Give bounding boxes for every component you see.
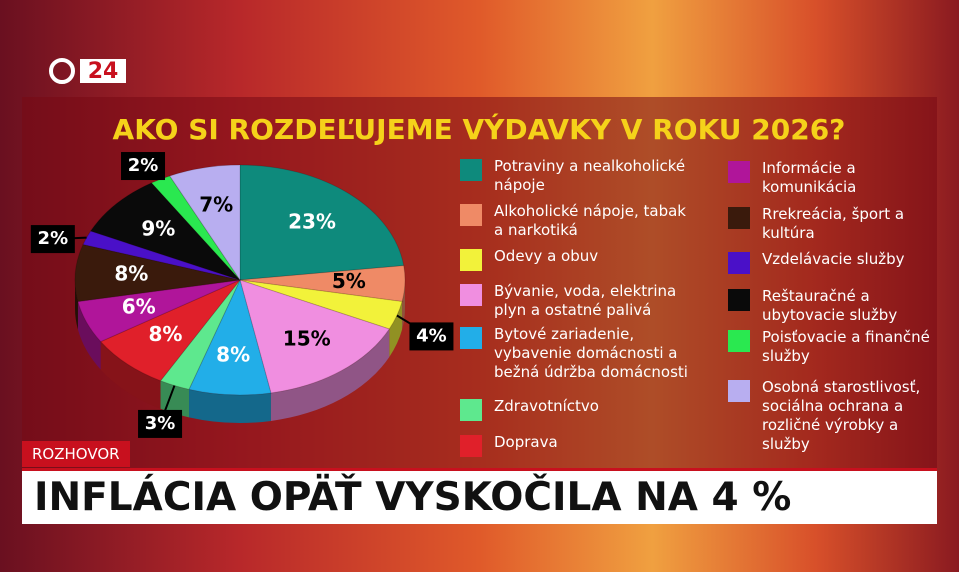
pie-slice bbox=[239, 265, 406, 303]
data-label: 8% bbox=[148, 322, 182, 346]
legend-swatch bbox=[728, 380, 750, 402]
legend-label: Informácie a komunikácia bbox=[762, 159, 857, 196]
chart-title: AKO SI ROZDEĽUJEME VÝDAVKY V ROKU 2026? bbox=[113, 112, 846, 146]
legend-swatch bbox=[728, 161, 750, 183]
data-label: 2% bbox=[128, 155, 159, 176]
legend-swatch bbox=[728, 207, 750, 229]
logo-icon bbox=[49, 58, 75, 84]
legend-swatch bbox=[460, 204, 482, 226]
legend-swatch bbox=[460, 399, 482, 421]
data-label: 8% bbox=[216, 342, 250, 366]
data-label: 9% bbox=[141, 216, 175, 240]
legend-swatch bbox=[728, 330, 750, 352]
data-label: 15% bbox=[283, 326, 331, 350]
data-label: 8% bbox=[114, 262, 148, 286]
label-box bbox=[409, 322, 454, 351]
pie-slice-side bbox=[389, 301, 403, 357]
pie-slice-side bbox=[189, 389, 271, 423]
legend-swatch bbox=[728, 252, 750, 274]
pie-slice bbox=[89, 182, 242, 282]
legend-label: Rrekreácia, šport a kultúra bbox=[762, 205, 905, 242]
pie-slice-side bbox=[160, 380, 190, 418]
pie-slice bbox=[239, 164, 405, 281]
pie-slice bbox=[77, 279, 241, 343]
logo-box bbox=[80, 59, 126, 83]
lower-third: INFLÁCIA OPÄŤ VYSKOČILA NA 4 % bbox=[22, 468, 937, 524]
label-box bbox=[121, 152, 166, 181]
legend-label: Bývanie, voda, elektrina plyn a ostatné … bbox=[494, 282, 677, 319]
pie-slice bbox=[159, 279, 241, 390]
pie-slice-side bbox=[75, 280, 78, 330]
pie-slice bbox=[239, 279, 391, 394]
data-label: 4% bbox=[416, 325, 447, 346]
tag: ROZHOVOR bbox=[22, 441, 130, 467]
label-box bbox=[30, 225, 75, 254]
legend-label: Osobná starostlivosť, sociálna ochrana a… bbox=[762, 378, 921, 453]
legend-label: Alkoholické nápoje, tabak a narkotiká bbox=[494, 202, 686, 239]
legend-label: Poisťovacie a finančné služby bbox=[762, 328, 930, 365]
headline: INFLÁCIA OPÄŤ VYSKOČILA NA 4 % bbox=[34, 475, 792, 520]
pie: 23% 5% 4% 15% 8% 3% 8% 6% 8% 2% 9% 2% 7% bbox=[30, 152, 454, 438]
data-label: 5% bbox=[332, 269, 366, 293]
legend-label: Doprava bbox=[494, 433, 558, 451]
data-label: 7% bbox=[199, 192, 233, 216]
legend-swatch bbox=[460, 249, 482, 271]
legend-swatch bbox=[460, 435, 482, 457]
pie-slice bbox=[74, 243, 241, 303]
pie-slice-side bbox=[402, 280, 405, 330]
data-label: 2% bbox=[38, 228, 69, 249]
legend-swatch bbox=[460, 159, 482, 181]
legend-label: Zdravotníctvo bbox=[494, 397, 599, 415]
label-box bbox=[138, 409, 183, 438]
pie-slice bbox=[99, 279, 241, 382]
legend-label: Vzdelávacie služby bbox=[762, 250, 905, 268]
data-label: 6% bbox=[122, 294, 156, 318]
pie-slice bbox=[188, 278, 272, 396]
data-label: 3% bbox=[145, 413, 176, 434]
legend-swatch bbox=[460, 284, 482, 306]
pie-slice-side bbox=[100, 341, 161, 409]
pie-slice bbox=[239, 279, 403, 330]
data-label: 23% bbox=[288, 210, 336, 234]
logo-text: 24 bbox=[88, 59, 119, 84]
legend-swatch bbox=[460, 327, 482, 349]
pie-slice bbox=[168, 164, 241, 282]
legend-swatch bbox=[728, 289, 750, 311]
legend-label: Reštauračné a ubytovacie služby bbox=[762, 287, 898, 324]
pie-slice-side bbox=[77, 301, 101, 370]
legend-label: Odevy a obuv bbox=[494, 247, 599, 265]
pie-slice-side bbox=[270, 328, 390, 421]
legend-label: Potraviny a nealkoholické nápoje bbox=[494, 157, 686, 194]
legend-label: Bytové zariadenie, vybavenie domácnosti … bbox=[494, 325, 688, 381]
